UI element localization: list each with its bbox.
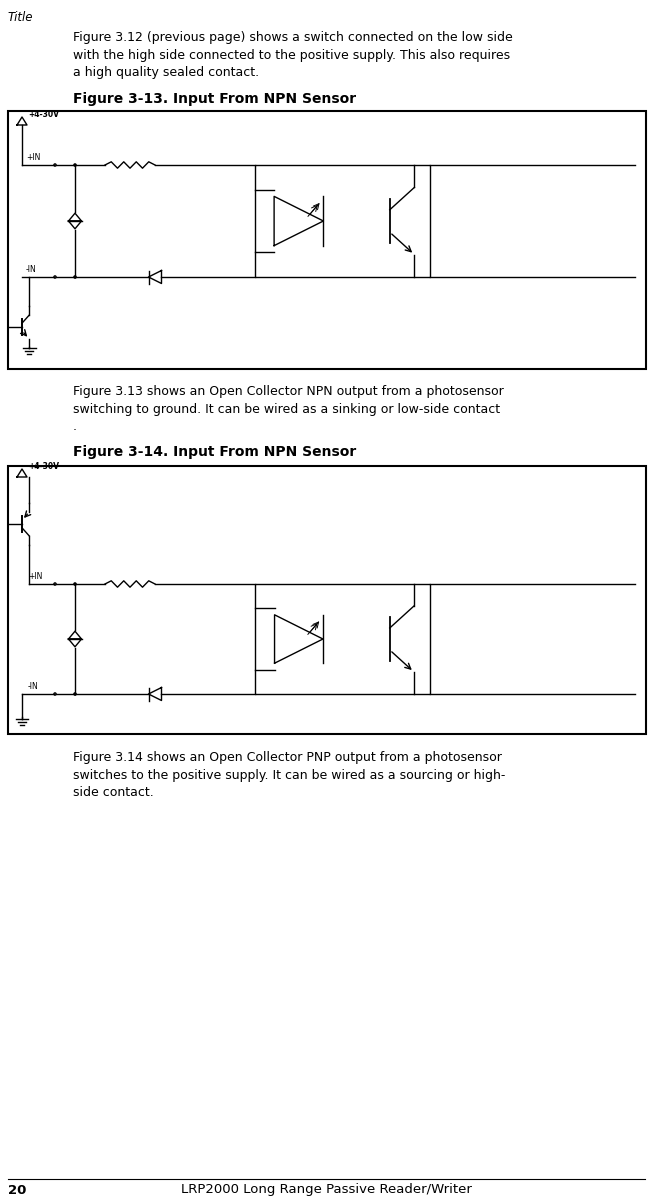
Text: -IN: -IN: [26, 265, 37, 275]
Circle shape: [74, 583, 76, 585]
Text: +4-30V: +4-30V: [28, 462, 59, 471]
Bar: [255, 584, 430, 694]
Text: switches to the positive supply. It can be wired as a sourcing or high-: switches to the positive supply. It can …: [73, 769, 505, 782]
Text: Figure 3.13 shows an Open Collector NPN output from a photosensor: Figure 3.13 shows an Open Collector NPN …: [73, 385, 503, 398]
Text: Figure 3-14. Input From NPN Sensor: Figure 3-14. Input From NPN Sensor: [73, 445, 357, 459]
Text: switching to ground. It can be wired as a sinking or low-side contact: switching to ground. It can be wired as …: [73, 403, 500, 416]
Text: .: .: [73, 420, 77, 433]
Text: 20: 20: [8, 1183, 26, 1197]
Text: +4-30V: +4-30V: [28, 110, 59, 119]
Text: side contact.: side contact.: [73, 787, 153, 799]
Text: LRP2000 Long Range Passive Reader/Writer: LRP2000 Long Range Passive Reader/Writer: [181, 1183, 472, 1197]
Circle shape: [74, 276, 76, 278]
Text: -IN: -IN: [28, 682, 39, 691]
Circle shape: [74, 164, 76, 167]
Bar: [8, 112, 646, 369]
Bar: [255, 165, 430, 277]
Text: Figure 3-13. Input From NPN Sensor: Figure 3-13. Input From NPN Sensor: [73, 92, 356, 106]
Text: Figure 3.12 (previous page) shows a switch connected on the low side: Figure 3.12 (previous page) shows a swit…: [73, 31, 513, 44]
Text: +IN: +IN: [28, 572, 42, 582]
Text: with the high side connected to the positive supply. This also requires: with the high side connected to the posi…: [73, 48, 510, 61]
Text: Title: Title: [8, 11, 33, 24]
Text: Figure 3.14 shows an Open Collector PNP output from a photosensor: Figure 3.14 shows an Open Collector PNP …: [73, 751, 502, 764]
Text: +IN: +IN: [26, 153, 40, 162]
Circle shape: [74, 693, 76, 695]
Text: a high quality sealed contact.: a high quality sealed contact.: [73, 66, 259, 79]
Bar: [8, 466, 646, 734]
